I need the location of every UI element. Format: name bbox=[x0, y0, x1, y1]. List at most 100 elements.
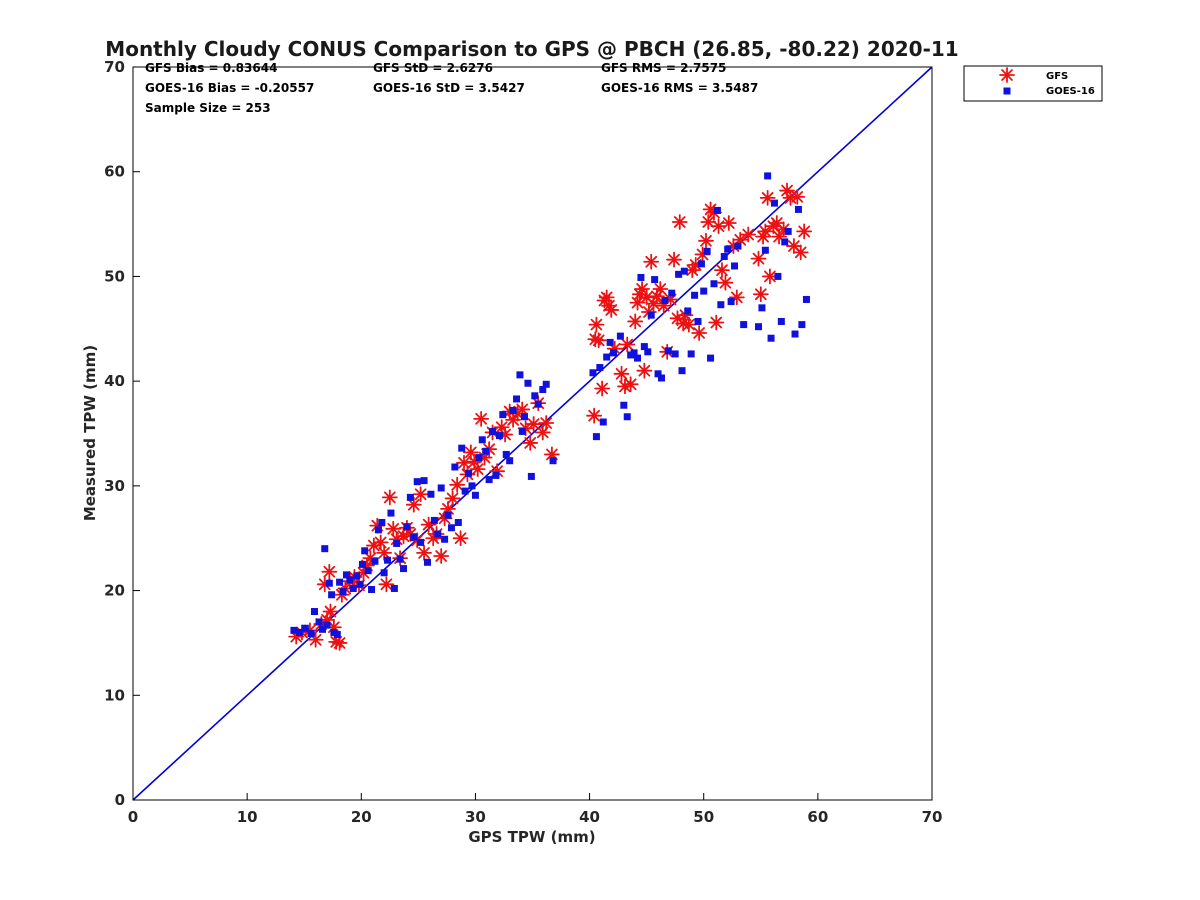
goes16-point bbox=[437, 484, 445, 492]
goes16-point bbox=[342, 571, 350, 579]
goes16-point bbox=[434, 530, 442, 538]
goes16-point bbox=[774, 272, 782, 280]
gfs-point bbox=[762, 268, 778, 285]
goes16-point bbox=[468, 482, 476, 490]
goes16-point bbox=[406, 493, 414, 501]
goes16-point bbox=[596, 364, 604, 372]
goes-bias-stat: GOES-16 Bias = -0.20557 bbox=[145, 81, 314, 95]
goes16-point bbox=[606, 338, 614, 346]
goes16-point bbox=[687, 350, 695, 358]
legend: GFS GOES-16 bbox=[963, 65, 1103, 102]
legend-goes16-marker bbox=[1003, 87, 1011, 95]
goes16-point bbox=[516, 371, 524, 379]
gfs-point bbox=[416, 544, 432, 561]
legend-gfs-label: GFS bbox=[1046, 71, 1068, 82]
goes16-point bbox=[781, 238, 789, 246]
goes16-point bbox=[461, 487, 469, 495]
goes16-point bbox=[599, 418, 607, 426]
goes16-point bbox=[661, 297, 669, 305]
gfs-point bbox=[698, 232, 714, 249]
goes16-point bbox=[482, 447, 490, 455]
axis-ticks-layer: 0 10 20 30 40 50 60 70 0 10 20 30 40 50 60 70 bbox=[104, 58, 942, 826]
gfs-point bbox=[473, 410, 490, 427]
goes16-point bbox=[509, 406, 517, 414]
goes16-point bbox=[610, 349, 618, 357]
goes16-point bbox=[616, 332, 624, 340]
goes16-point bbox=[644, 348, 652, 356]
y-axis-label: Measured TPW (mm) bbox=[81, 345, 99, 521]
goes16-point bbox=[485, 476, 493, 484]
goes16-point bbox=[680, 267, 688, 275]
goes16-point bbox=[802, 295, 810, 303]
gfs-point bbox=[708, 314, 725, 331]
goes16-point bbox=[307, 630, 315, 638]
goes16-point bbox=[353, 572, 361, 580]
y-tick-label: 30 bbox=[104, 477, 125, 495]
goes16-point bbox=[634, 354, 642, 362]
goes16-point bbox=[758, 304, 766, 312]
gfs-point bbox=[785, 238, 802, 254]
gfs-rms-stat: GFS RMS = 2.7575 bbox=[601, 61, 726, 75]
gfs-point bbox=[691, 325, 708, 341]
series-goes-16 bbox=[290, 172, 810, 639]
gfs-asterisk-icon bbox=[999, 67, 1015, 83]
gfs-point bbox=[768, 215, 785, 231]
gfs-point bbox=[752, 286, 769, 303]
y-tick-label: 0 bbox=[115, 791, 125, 809]
gfs-std-stat: GFS StD = 2.6276 bbox=[373, 61, 493, 75]
gfs-point bbox=[381, 489, 398, 506]
goes16-point bbox=[358, 560, 366, 568]
goes16-point bbox=[637, 273, 645, 281]
goes16-point bbox=[513, 395, 521, 403]
gfs-point bbox=[671, 214, 688, 230]
goes16-point bbox=[767, 334, 775, 342]
goes16-point bbox=[668, 289, 676, 297]
goes16-point bbox=[707, 354, 715, 362]
one-to-one-line bbox=[132, 66, 933, 801]
goes16-point bbox=[640, 343, 648, 351]
gfs-point bbox=[717, 274, 734, 291]
goes16-point bbox=[396, 555, 404, 563]
goes16-point bbox=[328, 591, 336, 599]
goes16-point bbox=[333, 631, 341, 639]
goes16-point bbox=[384, 556, 392, 564]
gfs-point bbox=[627, 313, 644, 330]
goes16-point bbox=[623, 413, 631, 421]
goes16-point bbox=[506, 457, 514, 465]
goes16-point bbox=[430, 516, 438, 524]
gfs-point bbox=[757, 223, 774, 240]
goes16-point bbox=[657, 374, 665, 382]
goes16-point bbox=[471, 491, 479, 499]
goes16-point bbox=[403, 523, 411, 531]
legend-goes16-label: GOES-16 bbox=[1046, 86, 1095, 97]
gfs-point bbox=[525, 416, 542, 432]
goes16-point bbox=[465, 469, 473, 477]
goes16-point bbox=[764, 172, 772, 180]
goes16-point bbox=[589, 369, 597, 377]
gfs-point bbox=[412, 486, 429, 503]
x-tick-label: 20 bbox=[351, 808, 372, 826]
goes16-point bbox=[620, 401, 628, 409]
goes16-point bbox=[713, 206, 721, 214]
goes16-point bbox=[603, 353, 611, 361]
goes16-point bbox=[290, 626, 298, 634]
goes16-point bbox=[675, 270, 683, 278]
goes16-point bbox=[371, 557, 379, 565]
goes16-point bbox=[527, 472, 535, 480]
gfs-point bbox=[636, 362, 653, 379]
goes16-point bbox=[502, 450, 510, 458]
goes16-point bbox=[444, 511, 452, 519]
x-tick-label: 10 bbox=[237, 808, 258, 826]
gfs-point bbox=[456, 454, 472, 471]
y-tick-label: 70 bbox=[104, 58, 125, 76]
goes16-point bbox=[301, 624, 309, 632]
y-tick-label: 10 bbox=[104, 686, 125, 704]
gfs-point bbox=[594, 380, 611, 397]
goes16-point bbox=[678, 367, 686, 375]
gfs-point bbox=[710, 218, 727, 235]
goes16-point bbox=[700, 287, 708, 295]
goes16-point bbox=[654, 370, 662, 378]
goes16-point bbox=[495, 432, 503, 440]
goes16-point bbox=[664, 347, 672, 355]
sample-size-stat: Sample Size = 253 bbox=[145, 101, 271, 115]
